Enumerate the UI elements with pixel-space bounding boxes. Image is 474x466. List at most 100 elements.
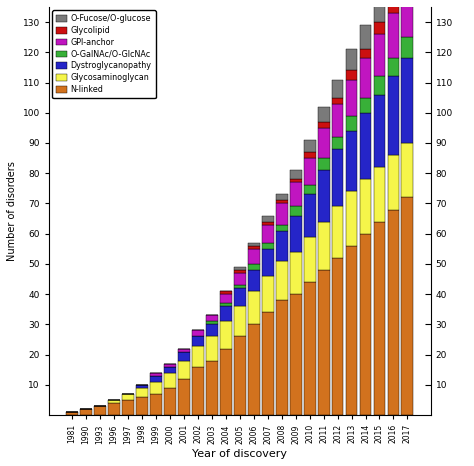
Bar [122,400,134,415]
Bar [136,385,148,388]
Bar [220,303,232,306]
Bar [304,140,316,152]
Bar [304,185,316,194]
Bar [248,243,260,246]
Bar [262,222,273,225]
Bar [220,291,232,294]
Bar [318,158,329,170]
Bar [220,322,232,349]
Bar [164,373,176,388]
Bar [304,158,316,185]
Bar [94,406,106,415]
Bar [136,397,148,415]
Bar [346,192,357,246]
Bar [346,131,357,192]
Bar [388,76,400,155]
Bar [248,270,260,291]
Bar [304,152,316,158]
Bar [332,258,344,415]
Bar [318,270,329,415]
Bar [360,179,372,233]
Bar [234,273,246,285]
Bar [374,167,385,222]
Bar [192,367,204,415]
Bar [262,216,273,222]
Bar [346,246,357,415]
Bar [178,349,190,352]
Bar [276,194,288,200]
Bar [374,76,385,95]
Bar [401,198,413,415]
Bar [346,80,357,116]
Bar [346,70,357,80]
Bar [401,143,413,198]
Bar [66,412,78,415]
Bar [401,37,413,58]
Bar [374,95,385,167]
Bar [192,346,204,367]
Bar [220,306,232,322]
Bar [234,285,246,288]
Y-axis label: Number of disorders: Number of disorders [7,161,17,261]
Bar [332,80,344,98]
X-axis label: Year of discovery: Year of discovery [192,449,287,459]
Bar [318,107,329,122]
Bar [192,330,204,336]
Bar [360,25,372,49]
Bar [262,243,273,249]
Bar [360,49,372,58]
Bar [248,291,260,324]
Bar [122,394,134,400]
Bar [234,270,246,273]
Bar [290,252,301,294]
Bar [262,249,273,276]
Bar [164,388,176,415]
Bar [150,382,162,394]
Bar [150,394,162,415]
Bar [80,409,92,415]
Bar [318,170,329,222]
Bar [248,324,260,415]
Bar [276,200,288,204]
Bar [108,403,120,415]
Bar [318,128,329,158]
Bar [136,388,148,397]
Bar [248,246,260,249]
Bar [332,137,344,149]
Bar [360,58,372,98]
Bar [192,336,204,346]
Bar [178,352,190,361]
Bar [150,373,162,376]
Bar [332,149,344,206]
Bar [164,363,176,367]
Bar [290,179,301,182]
Bar [332,206,344,258]
Bar [318,122,329,128]
Bar [304,237,316,282]
Bar [388,210,400,415]
Bar [374,0,385,22]
Bar [276,225,288,231]
Bar [248,264,260,270]
Bar [248,249,260,264]
Bar [332,98,344,104]
Bar [388,155,400,210]
Bar [206,324,218,336]
Bar [304,282,316,415]
Bar [220,294,232,303]
Bar [108,400,120,403]
Bar [388,58,400,76]
Bar [346,49,357,70]
Bar [262,276,273,312]
Bar [262,225,273,243]
Bar [290,182,301,206]
Bar [206,336,218,361]
Bar [290,294,301,415]
Bar [276,231,288,261]
Bar [234,288,246,306]
Bar [276,261,288,300]
Bar [234,267,246,270]
Bar [206,322,218,324]
Bar [374,34,385,76]
Bar [206,315,218,322]
